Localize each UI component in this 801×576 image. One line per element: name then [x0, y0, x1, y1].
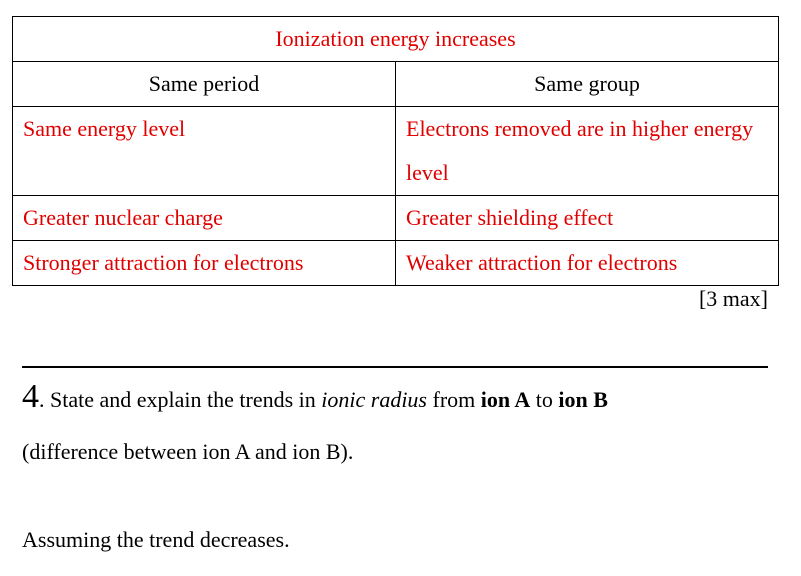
table-header-row: Same period Same group	[12, 61, 779, 107]
question-italic-term: ionic radius	[321, 387, 427, 412]
table-row: Same energy level Electrons removed are …	[12, 106, 779, 196]
table-cell: Electrons removed are in higher energy l…	[395, 106, 779, 196]
table-cell: Weaker attraction for electrons	[395, 240, 779, 286]
table-title-row: Ionization energy increases	[12, 16, 779, 62]
max-marks-label: [3 max]	[698, 286, 768, 311]
ionization-energy-table: Ionization energy increases Same period …	[12, 16, 779, 286]
question-intro: State and explain the trends in	[44, 387, 322, 412]
table-title: Ionization energy increases	[12, 16, 779, 62]
question-number: 4	[22, 378, 39, 415]
section-divider	[22, 366, 768, 368]
table-cell: Stronger attraction for electrons	[12, 240, 396, 286]
table-cell: Greater nuclear charge	[12, 195, 396, 241]
question-from-text: from	[427, 387, 481, 412]
question-4-clarification: (difference between ion A and ion B).	[22, 439, 354, 464]
question-4-assumption: Assuming the trend decreases.	[22, 527, 290, 552]
question-ion-b: ion B	[558, 387, 608, 412]
question-4-prompt: 4. State and explain the trends in ionic…	[22, 372, 608, 425]
column-header-same-period: Same period	[12, 61, 396, 107]
table-cell: Greater shielding effect	[395, 195, 779, 241]
table-row: Greater nuclear charge Greater shielding…	[12, 195, 779, 241]
column-header-same-group: Same group	[395, 61, 779, 107]
table-row: Stronger attraction for electrons Weaker…	[12, 240, 779, 286]
table-cell: Same energy level	[12, 106, 396, 196]
question-ion-a: ion A	[480, 387, 531, 412]
question-number-suffix: .	[39, 387, 45, 412]
question-to-text: to	[530, 387, 559, 412]
